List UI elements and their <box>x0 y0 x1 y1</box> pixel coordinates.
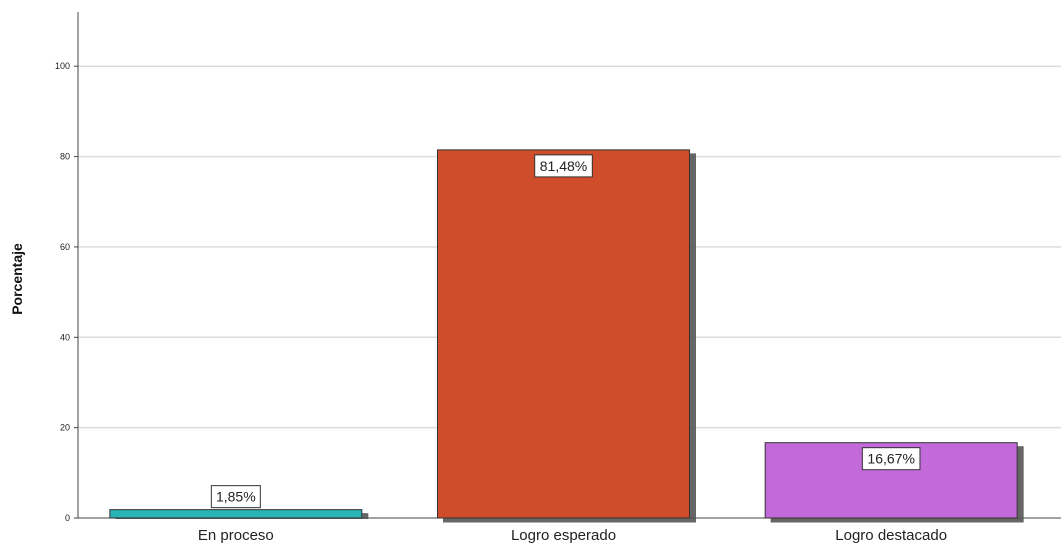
bar-logro-esperado <box>437 149 690 519</box>
y-tick-label: 0 <box>65 513 70 523</box>
data-label-box <box>210 485 261 509</box>
y-tick-label: 20 <box>60 423 70 433</box>
data-label-box <box>861 447 921 471</box>
category-labels: En proceso Logro esperado Logro destacado <box>198 527 947 544</box>
data-label: 81,48% <box>534 154 593 178</box>
data-label-text: 16,67% <box>867 451 914 467</box>
data-label-text: 1,85% <box>216 489 256 505</box>
x-category-label: En proceso <box>198 527 274 544</box>
data-label: 1,85% <box>210 485 261 509</box>
data-label: 16,67% <box>861 447 921 471</box>
y-tick-label: 40 <box>60 332 70 342</box>
data-label-text: 81,48% <box>540 158 587 174</box>
data-labels: 1,85% 81,48% 16,67% <box>210 154 921 509</box>
data-label-box <box>534 154 593 178</box>
x-category-label: Logro destacado <box>835 527 947 544</box>
x-category-label: Logro esperado <box>511 527 616 544</box>
y-axis-label: Porcentaje <box>9 243 25 315</box>
bar-en-proceso <box>109 509 363 519</box>
y-tick-label: 100 <box>55 61 70 71</box>
y-tick-label: 80 <box>60 152 70 162</box>
y-tick-labels: 0 20 40 60 80 100 <box>55 61 78 523</box>
y-tick-label: 60 <box>60 242 70 252</box>
